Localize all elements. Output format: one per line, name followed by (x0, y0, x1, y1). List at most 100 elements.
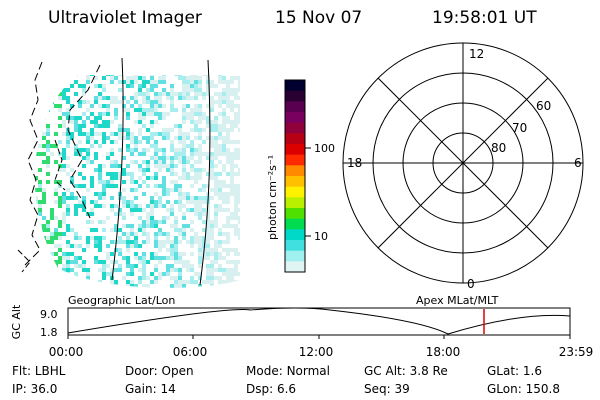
uv-pixel (86, 136, 90, 140)
uv-pixel (138, 60, 142, 64)
uv-pixel (126, 100, 130, 104)
uv-pixel (146, 184, 150, 188)
uv-pixel (38, 188, 42, 192)
uv-pixel (230, 172, 234, 176)
uv-pixel (230, 168, 234, 172)
uv-pixel (166, 92, 170, 96)
uv-pixel (166, 188, 170, 192)
uv-pixel (126, 200, 130, 204)
uv-pixel (170, 140, 174, 144)
uv-pixel (230, 156, 234, 160)
uv-pixel (210, 176, 214, 180)
uv-pixel (114, 248, 118, 252)
uv-pixel (118, 228, 122, 232)
uv-pixel (198, 116, 202, 120)
uv-pixel (218, 192, 222, 196)
uv-pixel (50, 92, 54, 96)
uv-pixel (122, 256, 126, 260)
uv-pixel (74, 144, 78, 148)
uv-pixel (146, 100, 150, 104)
uv-pixel (178, 200, 182, 204)
uv-pixel (30, 148, 34, 152)
info-gc-alt: GC Alt: 3.8 Re (364, 364, 448, 378)
info-mode: Mode: Normal (246, 364, 330, 378)
uv-pixel (150, 100, 154, 104)
uv-pixel (66, 288, 70, 292)
uv-pixel (146, 160, 150, 164)
uv-pixel (210, 276, 214, 280)
uv-pixel (54, 180, 58, 184)
colorbar-cell (285, 208, 305, 220)
uv-pixel (178, 256, 182, 260)
uv-pixel (182, 264, 186, 268)
uv-pixel (194, 236, 198, 240)
uv-pixel (222, 268, 226, 272)
uv-pixel (98, 220, 102, 224)
uv-pixel (130, 272, 134, 276)
uv-pixel (178, 75, 182, 76)
uv-pixel (54, 132, 58, 136)
uv-pixel (118, 100, 122, 104)
uv-pixel (62, 264, 66, 268)
uv-pixel (210, 140, 214, 144)
uv-pixel (30, 268, 34, 272)
uv-pixel (74, 120, 78, 124)
uv-pixel (138, 276, 142, 280)
uv-pixel (218, 196, 222, 200)
uv-pixel (118, 252, 122, 256)
uv-pixel (170, 168, 174, 172)
uv-pixel (18, 96, 22, 100)
uv-pixel (146, 240, 150, 244)
uv-pixel (58, 75, 62, 76)
uv-pixel (66, 280, 70, 284)
uv-pixel (142, 256, 146, 260)
uv-pixel (134, 108, 138, 112)
uv-pixel (226, 64, 230, 68)
uv-pixel (94, 260, 98, 264)
uv-pixel (210, 268, 214, 272)
uv-pixel (154, 132, 158, 136)
uv-pixel (22, 140, 26, 144)
uv-pixel (238, 68, 242, 72)
uv-pixel (186, 76, 190, 80)
uv-pixel (230, 284, 234, 288)
uv-pixel (118, 164, 122, 168)
uv-pixel (58, 84, 62, 88)
uv-pixel (226, 60, 230, 64)
uv-pixel (186, 288, 190, 292)
uv-pixel (214, 188, 218, 192)
uv-pixel (162, 92, 166, 96)
uv-pixel (46, 224, 50, 228)
uv-pixel (110, 132, 114, 136)
uv-pixel (170, 100, 174, 104)
uv-pixel (226, 240, 230, 244)
uv-pixel (222, 96, 226, 100)
uv-pixel (162, 232, 166, 236)
uv-pixel (170, 244, 174, 248)
time-tick-label: 23:59 (559, 345, 594, 359)
uv-pixel (230, 224, 234, 228)
uv-pixel (142, 252, 146, 256)
uv-pixel (214, 220, 218, 224)
uv-pixel (86, 116, 90, 120)
uv-pixel (102, 204, 106, 208)
uv-pixel (138, 204, 142, 208)
longitude-line (111, 57, 124, 281)
uv-pixel (210, 120, 214, 124)
uv-pixel (42, 236, 46, 240)
uv-pixel (114, 228, 118, 232)
uv-pixel (134, 196, 138, 200)
uv-pixel (86, 160, 90, 164)
mlt-label-6: 6 (574, 156, 582, 170)
uv-pixel (70, 120, 74, 124)
uv-pixel (222, 92, 226, 96)
uv-pixel (238, 116, 241, 120)
uv-pixel (66, 252, 70, 256)
uv-pixel (222, 136, 226, 140)
uv-pixel (38, 88, 42, 92)
uv-pixel (198, 60, 202, 64)
uv-pixel (102, 288, 106, 292)
uv-pixel (182, 112, 186, 116)
uv-pixel (226, 156, 230, 160)
info-gain: Gain: 14 (125, 382, 176, 396)
